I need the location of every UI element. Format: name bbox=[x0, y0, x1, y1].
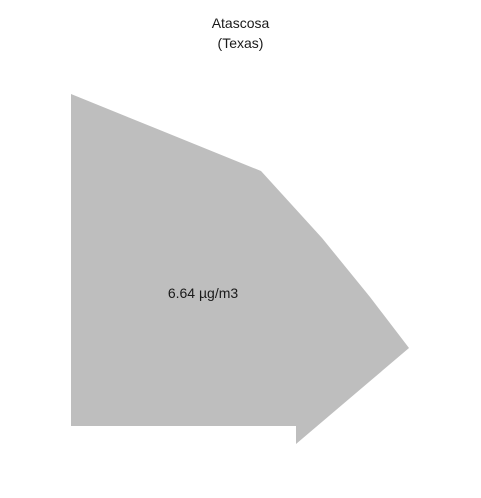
region-value-label: 6.64 µg/m3 bbox=[168, 285, 239, 301]
county-region bbox=[71, 94, 409, 444]
